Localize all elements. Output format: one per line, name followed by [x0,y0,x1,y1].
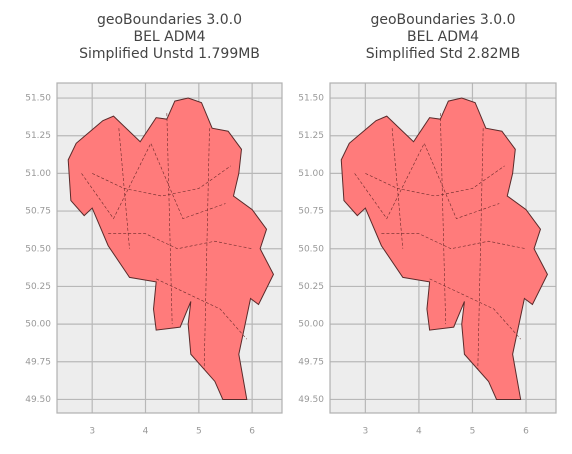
y-tick-label: 51.50 [25,94,51,104]
chart-title: BEL ADM4 [407,29,479,45]
y-tick-label: 50.25 [298,282,324,292]
x-tick-label: 4 [416,427,422,437]
x-tick-label: 5 [196,427,202,437]
admin-boundary [440,113,446,325]
admin-boundary [391,128,404,249]
y-tick-label: 51.00 [298,169,324,179]
admin-boundary [365,165,505,197]
y-tick-label: 50.25 [25,282,51,292]
admin-boundary [429,278,521,340]
x-tick-label: 6 [523,427,529,437]
x-tick-label: 5 [470,427,476,437]
plot-frame [329,82,557,414]
admin-boundary [166,113,173,325]
plot-frame [56,82,283,414]
y-tick-label: 50.75 [25,207,51,217]
country-shape [67,97,275,400]
y-tick-label: 50.00 [25,320,51,330]
x-tick-label: 3 [362,427,368,437]
chart-title: geoBoundaries 3.0.0 [97,12,242,28]
x-tick-label: 3 [89,427,95,437]
y-tick-label: 51.25 [298,131,324,141]
y-tick-label: 49.50 [25,395,51,405]
chart-title: Simplified Unstd 1.799MB [79,46,260,62]
admin-boundary [477,128,484,370]
admin-boundary [156,278,248,340]
x-tick-label: 4 [143,427,149,437]
y-tick-label: 51.50 [298,94,324,104]
x-tick-label: 6 [249,427,255,437]
y-tick-label: 49.50 [298,395,324,405]
y-tick-label: 50.50 [298,244,324,254]
admin-boundary [354,142,500,220]
chart-title: Simplified Std 2.82MB [366,46,520,62]
chart-title: BEL ADM4 [133,29,205,45]
admin-boundary [381,233,527,250]
y-tick-label: 51.00 [25,169,51,179]
y-tick-label: 49.75 [298,357,324,367]
y-tick-label: 51.25 [25,131,51,141]
admin-boundary [108,233,253,250]
admin-boundary [203,128,210,370]
chart-title: geoBoundaries 3.0.0 [370,12,515,28]
admin-boundary [118,128,130,249]
y-tick-label: 49.75 [25,357,51,367]
y-tick-label: 50.00 [298,320,324,330]
y-tick-label: 50.50 [25,244,51,254]
country-shape [340,97,548,400]
admin-boundary [81,142,226,220]
y-tick-label: 50.75 [298,207,324,217]
